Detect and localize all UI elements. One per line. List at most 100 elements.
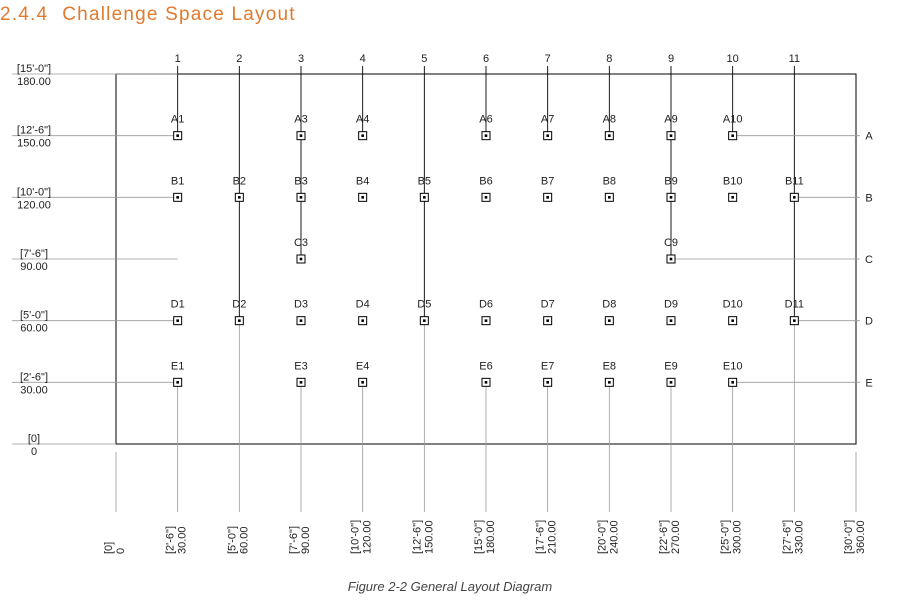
- bottom-dim-value: 210.00: [547, 520, 559, 554]
- grid-point-label-e8: E8: [603, 360, 616, 372]
- left-dim-value: 30.00: [20, 384, 48, 396]
- grid-point-label-a9: A9: [664, 114, 677, 126]
- bottom-dim-feet: [2'-6"]: [165, 526, 177, 554]
- bottom-dim-feet: [0]: [103, 542, 115, 554]
- grid-point-center: [361, 319, 364, 322]
- column-label-2: 2: [236, 53, 242, 65]
- grid-point-center: [731, 319, 734, 322]
- grid-point-label-b4: B4: [356, 175, 369, 187]
- grid-point-label-a10: A10: [723, 114, 743, 126]
- column-label-4: 4: [360, 53, 366, 65]
- grid-point-label-b3: B3: [294, 175, 307, 187]
- column-label-7: 7: [545, 53, 551, 65]
- left-dim-value: 150.00: [17, 138, 51, 150]
- section-title: Challenge Space Layout: [62, 4, 296, 25]
- grid-point-center: [731, 381, 734, 384]
- bottom-dim-feet: [10'-0"]: [350, 520, 362, 554]
- grid-point-center: [546, 381, 549, 384]
- leader-lines: [12, 66, 860, 512]
- grid-point-center: [731, 134, 734, 137]
- grid-point-center: [176, 319, 179, 322]
- left-dim-value: 60.00: [20, 323, 48, 335]
- grid-point-label-d4: D4: [356, 299, 370, 311]
- grid-point-center: [608, 196, 611, 199]
- grid-point-label-e1: E1: [171, 360, 184, 372]
- grid-point-label-d7: D7: [541, 299, 555, 311]
- bottom-dim-feet: [30'-0"]: [843, 520, 855, 554]
- row-label-a: A: [865, 131, 873, 143]
- column-label-9: 9: [668, 53, 674, 65]
- grid-point-center: [546, 134, 549, 137]
- column-label-8: 8: [606, 53, 612, 65]
- grid-point-center: [299, 257, 303, 261]
- grid-point-label-d8: D8: [602, 299, 616, 311]
- grid-point-label-c9: C9: [664, 237, 678, 249]
- grid-point-center: [546, 196, 549, 199]
- grid-point-center: [423, 196, 426, 199]
- row-label-d: D: [865, 316, 873, 328]
- grid-point-label-d11: D11: [785, 299, 804, 311]
- bottom-dim-feet: [12'-6"]: [411, 520, 423, 554]
- column-label-5: 5: [421, 53, 427, 65]
- bottom-dim-value: 90.00: [300, 526, 312, 554]
- grid-point-label-a1: A1: [171, 114, 184, 126]
- grid-point-center: [238, 319, 241, 322]
- grid-point-center: [793, 319, 796, 322]
- bottom-dim-value: 150.00: [423, 520, 435, 554]
- bottom-dim-feet: [7'-6"]: [288, 526, 300, 554]
- row-label-b: B: [865, 192, 872, 204]
- grid-point-center: [546, 319, 549, 322]
- left-dim-feet: [7'-6"]: [20, 248, 48, 260]
- column-label-11: 11: [789, 53, 800, 65]
- grid-point-label-b10: B10: [723, 175, 743, 187]
- left-dim-feet: [12'-6"]: [17, 125, 51, 137]
- grid-point-center: [361, 381, 364, 384]
- grid-point-label-a6: A6: [479, 114, 492, 126]
- bottom-dim-value: 120.00: [362, 520, 374, 554]
- grid-point-center: [299, 134, 303, 137]
- grid-point-center: [608, 381, 611, 384]
- grid-point-center: [669, 196, 673, 199]
- column-label-3: 3: [298, 53, 304, 65]
- bottom-dim-value: 270.00: [670, 520, 682, 554]
- grid-point-center: [361, 196, 364, 199]
- grid-point-center: [608, 134, 611, 137]
- bottom-dim-value: 180.00: [485, 520, 497, 554]
- grid-point-center: [484, 196, 488, 199]
- grid-point-center: [484, 381, 488, 384]
- grid-point-label-d5: D5: [417, 299, 431, 311]
- figure-caption: Figure 2-2 General Layout Diagram: [347, 579, 553, 594]
- grid-point-label-e6: E6: [479, 360, 492, 372]
- left-dim-feet: [0]: [28, 433, 40, 445]
- grid-point-center: [484, 134, 488, 137]
- grid-point-label-e3: E3: [294, 360, 307, 372]
- dimension-labels: [15'-0"]180.00[12'-6"]150.00[10'-0"]120.…: [17, 63, 867, 554]
- grid-labels: 1 2 3 4 5 6 7 8 9 10 11 A B C D E: [175, 53, 874, 389]
- left-dim-value: 90.00: [20, 261, 48, 273]
- grid-point-label-d3: D3: [294, 299, 308, 311]
- grid-point-label-b5: B5: [418, 175, 431, 187]
- grid-point-label-e4: E4: [356, 360, 369, 372]
- grid-point-label-b2: B2: [233, 175, 246, 187]
- bottom-dim-feet: [17'-6"]: [535, 520, 547, 554]
- grid-point-center: [176, 134, 179, 137]
- grid-point-center: [669, 319, 673, 322]
- grid-point-label-a3: A3: [294, 114, 307, 126]
- grid-point-center: [299, 381, 303, 384]
- grid-point-center: [793, 196, 796, 199]
- left-dim-feet: [2'-6"]: [20, 371, 48, 383]
- bottom-dim-value: 0: [115, 548, 127, 554]
- section-number: 2.4.4: [0, 4, 49, 25]
- grid-point-label-b9: B9: [664, 175, 677, 187]
- bottom-dim-value: 240.00: [608, 520, 620, 554]
- column-label-10: 10: [727, 53, 739, 65]
- bottom-dim-feet: [20'-0"]: [596, 520, 608, 554]
- left-dim-value: 180.00: [17, 76, 51, 88]
- left-dim-feet: [5'-0"]: [20, 310, 48, 322]
- row-label-c: C: [865, 254, 873, 266]
- grid-point-center: [176, 196, 179, 199]
- bottom-dim-value: 330.00: [793, 520, 805, 554]
- row-label-e: E: [865, 377, 872, 389]
- grid-point-label-a8: A8: [603, 114, 616, 126]
